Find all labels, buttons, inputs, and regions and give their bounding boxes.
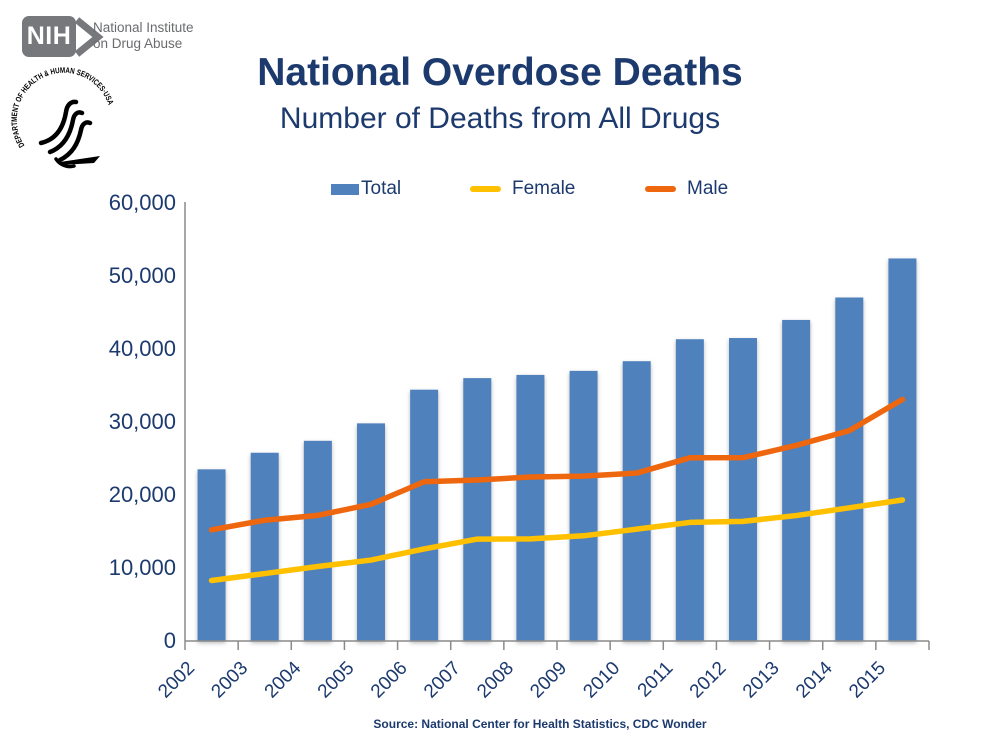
legend-item-female: Female <box>470 177 575 201</box>
bar-2006 <box>410 389 439 641</box>
bar-2002 <box>197 469 226 641</box>
bar-2009 <box>569 370 598 641</box>
hhs-eagle-icon <box>38 99 100 169</box>
page-subtitle: Number of Deaths from All Drugs <box>279 102 721 135</box>
bar-2005 <box>357 423 385 641</box>
x-axis-label-2003: 2003 <box>208 658 253 703</box>
x-axis-label-2015: 2015 <box>845 658 890 703</box>
y-axis-label: 0 <box>164 628 176 653</box>
x-axis-label-2009: 2009 <box>526 658 571 703</box>
institute-line1: National Institute <box>93 20 194 35</box>
institute-line2: on Drug Abuse <box>93 36 183 52</box>
y-axis-label: 10,000 <box>109 555 176 580</box>
legend-item-total: Total <box>331 177 401 201</box>
bar-2014 <box>835 297 864 641</box>
bar-2008 <box>516 374 545 641</box>
bar-2011 <box>675 339 704 641</box>
bar-2004 <box>303 440 332 641</box>
legend-item-male: Male <box>645 177 728 201</box>
y-axis-label: 50,000 <box>109 263 176 288</box>
legend-label-total: Total <box>361 178 402 199</box>
y-axis-label: 20,000 <box>109 482 176 507</box>
y-axis-label: 30,000 <box>109 409 176 434</box>
total-swatch-icon <box>331 183 359 195</box>
bar-2003 <box>250 452 279 641</box>
x-axis-label-2014: 2014 <box>792 657 837 702</box>
bar-2015 <box>888 258 917 641</box>
x-axis-label-2012: 2012 <box>686 658 731 703</box>
hhs-seal-icon: DEPARTMENT OF HEALTH & HUMAN SERVICES·US… <box>10 66 115 169</box>
x-axis-label-2010: 2010 <box>580 658 625 703</box>
x-axis-label-2008: 2008 <box>473 658 518 703</box>
nih-chevron-icon <box>74 17 104 57</box>
line-male <box>208 396 906 533</box>
y-axis-label: 40,000 <box>109 336 176 361</box>
legend-label-male: Male <box>687 178 729 199</box>
institute-name: National Institute on Drug Abuse <box>93 20 194 53</box>
x-axis-label-2007: 2007 <box>420 658 465 703</box>
female-swatch-icon <box>470 186 501 192</box>
x-axis-label-2011: 2011 <box>634 658 678 702</box>
bar-2013 <box>782 319 811 641</box>
x-axis-label-2006: 2006 <box>367 658 412 703</box>
source-note: Source: National Center for Health Stati… <box>373 717 707 731</box>
line-female <box>208 497 906 584</box>
legend-label-female: Female <box>512 178 576 199</box>
nih-logo-text: NIH <box>26 22 72 50</box>
x-axis-label-2013: 2013 <box>739 658 784 703</box>
bar-2010 <box>622 361 651 641</box>
male-swatch-icon <box>645 186 676 192</box>
bar-2012 <box>729 338 757 641</box>
x-axis-label-2005: 2005 <box>314 658 359 703</box>
x-axis-label-2004: 2004 <box>261 657 306 702</box>
x-axis-label-2002: 2002 <box>154 658 199 703</box>
page-title: National Overdose Deaths <box>257 51 743 94</box>
nih-logo-box: NIH <box>22 16 76 57</box>
y-axis-label: 60,000 <box>109 190 176 215</box>
bar-2007 <box>463 378 492 641</box>
